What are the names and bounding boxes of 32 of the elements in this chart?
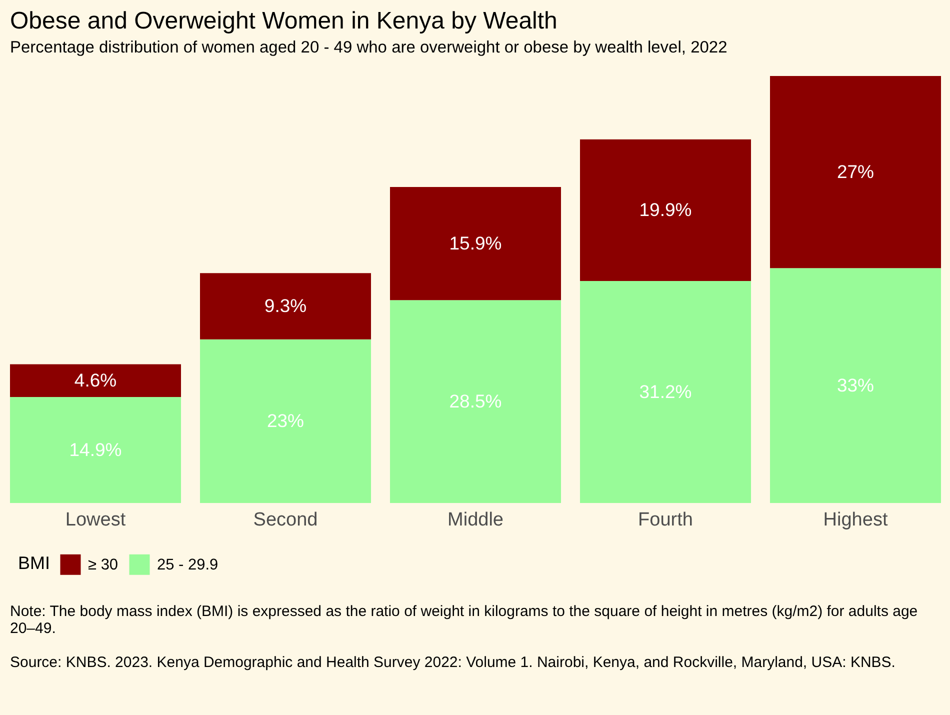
data-label: 9.3% xyxy=(264,295,307,316)
bar xyxy=(200,273,371,340)
data-label: 33% xyxy=(836,374,874,396)
bar xyxy=(390,187,561,300)
data-label: 4.6% xyxy=(74,370,117,391)
bar xyxy=(580,280,751,503)
bar xyxy=(390,300,561,503)
data-label: 15.9% xyxy=(449,232,502,254)
x-tick-label: Middle xyxy=(448,510,504,530)
bar xyxy=(200,339,371,503)
bar xyxy=(10,396,181,503)
chart-subtitle: Percentage distribution of women aged 20 - 49 who are overweight or obese by wealth level, 2022 xyxy=(10,38,728,56)
data-label: 27% xyxy=(836,161,874,182)
data-label: 14.9% xyxy=(69,438,122,460)
legend-title: BMI xyxy=(18,553,50,573)
legend-label: ≥ 30 xyxy=(88,556,118,574)
x-tick-label: Highest xyxy=(823,510,888,530)
data-label: 31.2% xyxy=(639,380,692,402)
x-tick-label: Second xyxy=(253,510,318,530)
chart-title: Obese and Overweight Women in Kenya by Wealth xyxy=(10,8,558,34)
data-label: 23% xyxy=(266,410,304,432)
bar xyxy=(770,76,941,268)
legend-label: 25 - 29.9 xyxy=(157,556,218,574)
text: Note: The body mass index (BMI) is expressed as the ratio of weight in kilograms to the square of height in metres (kg/m2) for adults age 20–49. xyxy=(10,603,919,637)
x-tick-label: Lowest xyxy=(65,510,126,530)
bar xyxy=(10,364,181,397)
source-note: Source: KNBS. 2023. Kenya Demographic and Health Survey 2022: Volume 1. Nairobi, Kenya, and Rockville, Maryland, USA: KNBS. xyxy=(10,654,896,671)
data-label: 19.9% xyxy=(639,199,692,220)
data-label: 28.5% xyxy=(449,390,502,412)
bar xyxy=(770,268,941,503)
x-tick-label: Fourth xyxy=(638,510,693,530)
bar xyxy=(580,139,751,281)
